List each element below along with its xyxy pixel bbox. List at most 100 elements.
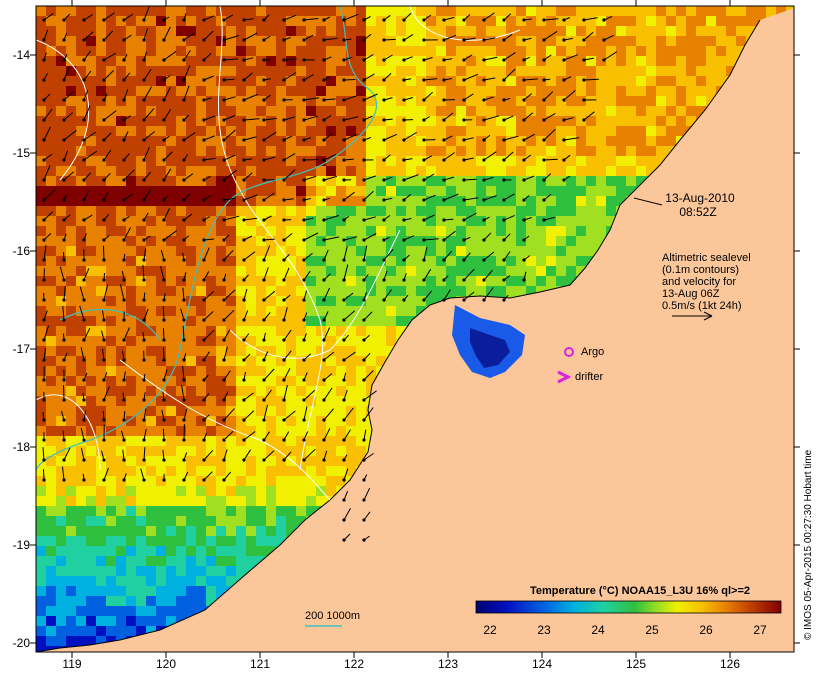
sst-cell: [366, 236, 376, 246]
sst-cell: [206, 76, 216, 86]
sst-cell: [56, 466, 66, 476]
sst-cell: [156, 566, 166, 576]
sst-cell: [496, 256, 506, 266]
sst-cell: [136, 66, 146, 76]
sst-cell: [256, 66, 266, 76]
sst-cell: [66, 116, 76, 126]
sst-cell: [156, 596, 166, 606]
sst-cell: [246, 146, 256, 156]
sst-cell: [606, 26, 616, 36]
sst-cell: [316, 286, 326, 296]
sst-cell: [626, 176, 636, 186]
sst-cell: [276, 356, 286, 366]
sst-cell: [406, 256, 416, 266]
sst-cell: [246, 106, 256, 116]
sst-cell: [106, 246, 116, 256]
sst-cell: [216, 466, 226, 476]
sst-cell: [236, 136, 246, 146]
sst-cell: [166, 476, 176, 486]
sst-cell: [36, 636, 46, 646]
sst-cell: [736, 16, 746, 26]
sst-cell: [356, 366, 366, 376]
sst-cell: [76, 26, 86, 36]
sst-cell: [416, 66, 426, 76]
sst-cell: [286, 376, 296, 386]
sst-cell: [196, 166, 206, 176]
sst-cell: [416, 116, 426, 126]
sst-cell: [226, 156, 236, 166]
sst-cell: [216, 346, 226, 356]
sst-cell: [576, 226, 586, 236]
sst-cell: [186, 286, 196, 296]
sst-cell: [486, 136, 496, 146]
sst-cell: [126, 96, 136, 106]
sst-cell: [306, 476, 316, 486]
sst-cell: [476, 16, 486, 26]
sst-cell: [256, 136, 266, 146]
sst-cell: [116, 206, 126, 216]
sst-cell: [46, 236, 56, 246]
sst-cell: [586, 86, 596, 96]
sst-cell: [96, 46, 106, 56]
sst-cell: [256, 516, 266, 526]
sst-cell: [576, 46, 586, 56]
sst-cell: [66, 86, 76, 96]
sst-cell: [96, 216, 106, 226]
sst-cell: [106, 446, 116, 456]
sst-cell: [76, 126, 86, 136]
sst-cell: [176, 396, 186, 406]
sst-cell: [476, 206, 486, 216]
sst-cell: [596, 106, 606, 116]
sst-cell: [276, 76, 286, 86]
sst-cell: [46, 256, 56, 266]
sst-cell: [266, 166, 276, 176]
sst-cell: [256, 86, 266, 96]
sst-cell: [106, 296, 116, 306]
sst-cell: [576, 126, 586, 136]
sst-cell: [346, 426, 356, 436]
sst-cell: [286, 56, 296, 66]
sst-cell: [676, 36, 686, 46]
sst-cell: [206, 16, 216, 26]
sst-cell: [396, 126, 406, 136]
sst-cell: [266, 536, 276, 546]
sst-cell: [56, 606, 66, 616]
sst-cell: [676, 56, 686, 66]
sst-cell: [106, 546, 116, 556]
sst-cell: [386, 76, 396, 86]
sst-cell: [236, 266, 246, 276]
sst-cell: [316, 206, 326, 216]
sst-cell: [176, 236, 186, 246]
sst-cell: [306, 236, 316, 246]
sst-cell: [96, 226, 106, 236]
sst-cell: [566, 16, 576, 26]
sst-cell: [466, 56, 476, 66]
sst-cell: [646, 136, 656, 146]
sst-cell: [136, 96, 146, 106]
sst-cell: [116, 266, 126, 276]
sst-cell: [286, 356, 296, 366]
sst-cell: [296, 216, 306, 226]
sst-cell: [356, 456, 366, 466]
sst-cell: [166, 546, 176, 556]
sst-cell: [436, 246, 446, 256]
sst-cell: [146, 466, 156, 476]
sst-cell: [86, 46, 96, 56]
sst-cell: [366, 266, 376, 276]
sst-cell: [206, 256, 216, 266]
sst-cell: [246, 176, 256, 186]
sst-cell: [146, 286, 156, 296]
sst-cell: [316, 46, 326, 56]
sst-cell: [126, 376, 136, 386]
sst-cell: [496, 76, 506, 86]
sst-cell: [156, 256, 166, 266]
sst-cell: [226, 376, 236, 386]
sst-cell: [646, 166, 656, 176]
sst-cell: [36, 76, 46, 86]
sst-cell: [36, 336, 46, 346]
sst-cell: [606, 66, 616, 76]
sst-cell: [296, 336, 306, 346]
sst-cell: [156, 606, 166, 616]
sst-cell: [476, 116, 486, 126]
sst-cell: [666, 116, 676, 126]
